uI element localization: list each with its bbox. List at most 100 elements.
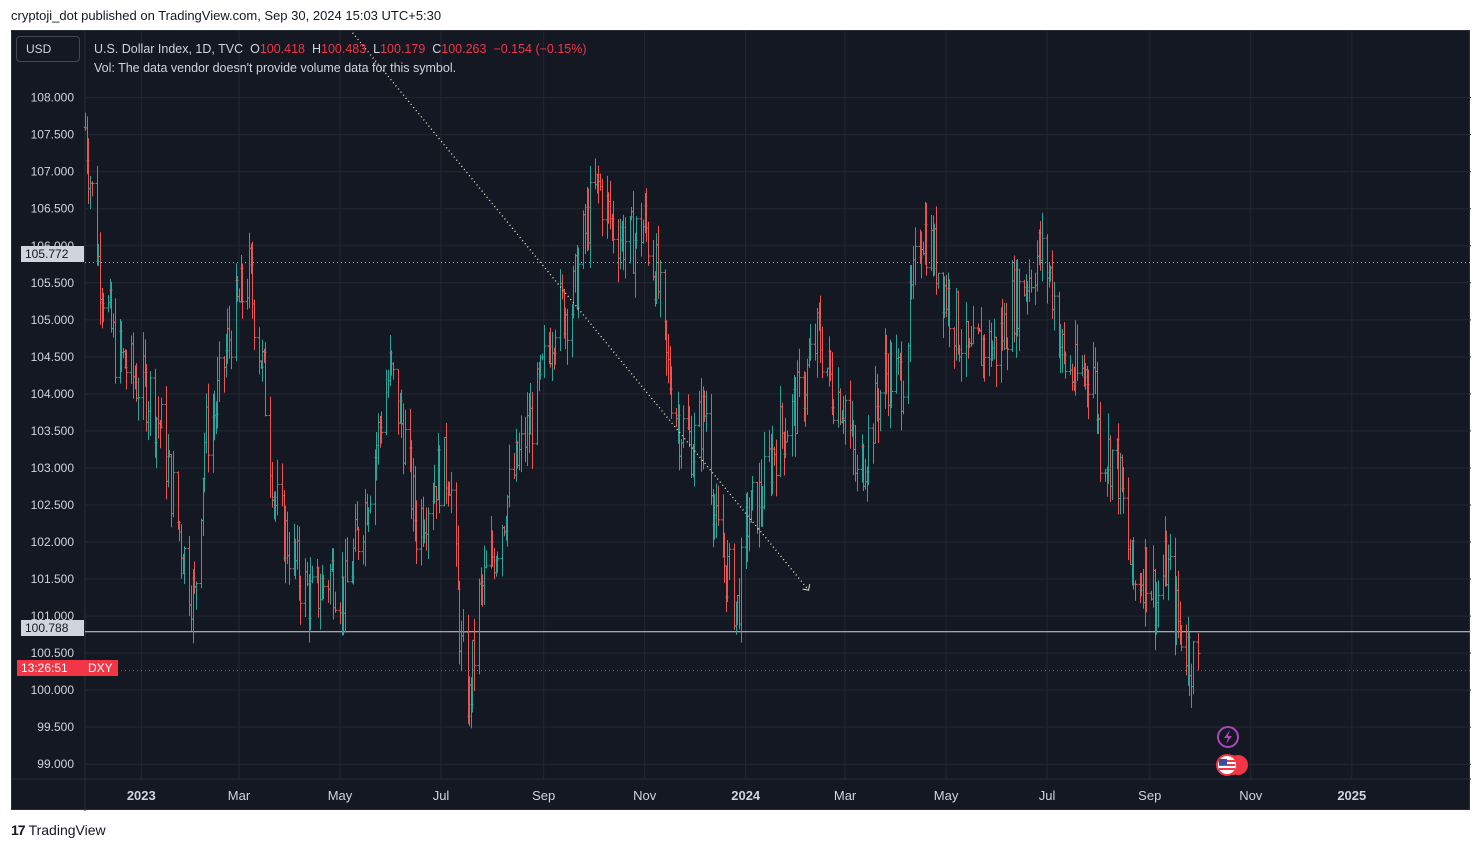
y-tick-label: 101.500 bbox=[31, 572, 75, 586]
ohlc-bar bbox=[631, 191, 636, 274]
ohlc-bar bbox=[263, 342, 268, 417]
ohlc-bar bbox=[345, 537, 350, 583]
ohlc-bar bbox=[1091, 341, 1096, 399]
ohlc-bar bbox=[795, 360, 800, 435]
ohlc-bar bbox=[750, 475, 755, 511]
ohlc-bar bbox=[616, 219, 621, 283]
ohlc-bar bbox=[1080, 355, 1085, 377]
trend-line[interactable] bbox=[345, 31, 811, 591]
ohlc-bar bbox=[1196, 633, 1201, 671]
ohlc-bar bbox=[424, 507, 429, 551]
ohlc-bar bbox=[88, 175, 93, 209]
ohlc-bar bbox=[298, 575, 303, 625]
lower-line-price-tag[interactable]: 100.788 bbox=[21, 620, 84, 636]
ohlc-bar bbox=[1126, 477, 1131, 561]
ohlc-bar bbox=[164, 386, 169, 500]
tradingview-logo-icon: 17 bbox=[11, 822, 26, 838]
trend-line-drawing[interactable] bbox=[345, 31, 810, 591]
ohlc-bar bbox=[716, 485, 721, 526]
ohlc-bar bbox=[714, 483, 719, 539]
ohlc-bar bbox=[363, 489, 368, 567]
ohlc-bar bbox=[414, 500, 419, 565]
time-axis[interactable]: 2023 Mar May Jul Sep Nov 2024 Mar May Jul Sep Nov 20… bbox=[127, 788, 1366, 803]
ohlc-bar bbox=[785, 430, 790, 443]
currency-selector-button[interactable]: USD bbox=[16, 36, 80, 62]
ohlc-bar bbox=[131, 332, 136, 399]
us-flag-icon[interactable] bbox=[1216, 754, 1248, 776]
ohlc-bar bbox=[187, 536, 192, 616]
ohlc-bar bbox=[1144, 547, 1149, 613]
y-tick-label: 105.000 bbox=[31, 313, 75, 327]
event-markers[interactable] bbox=[1216, 726, 1248, 776]
ohlc-bar bbox=[333, 591, 338, 613]
symbol-legend[interactable]: U.S. Dollar Index, 1D, TVC O100.418 H100… bbox=[94, 40, 587, 78]
y-tick-label: 104.000 bbox=[31, 387, 75, 401]
ohlc-bar bbox=[679, 439, 684, 469]
ohlc-bar bbox=[156, 396, 161, 439]
ohlc-bar bbox=[639, 202, 644, 257]
ohlc-bar bbox=[727, 543, 732, 581]
ohlc-bar bbox=[987, 319, 992, 377]
ohlc-bar bbox=[762, 431, 767, 510]
y-tick-label: 108.000 bbox=[31, 91, 75, 105]
ohlc-bar bbox=[106, 295, 111, 313]
ohlc-bar bbox=[947, 279, 952, 348]
ohlc-bar bbox=[326, 580, 331, 603]
legend-high: 100.483 bbox=[321, 42, 367, 56]
brand-name: TradingView bbox=[28, 822, 106, 838]
ohlc-bar bbox=[1161, 554, 1166, 600]
x-tick-label: Sep bbox=[532, 788, 555, 803]
ohlc-bar bbox=[148, 371, 153, 437]
ohlc-bar bbox=[275, 459, 280, 516]
ohlc-bar bbox=[530, 391, 535, 470]
ohlc-bar bbox=[268, 396, 273, 498]
ohlc-bar bbox=[576, 247, 581, 319]
ohlc-bar bbox=[1176, 570, 1181, 639]
upper-line-price-tag[interactable]: 105.772 bbox=[21, 246, 84, 262]
ohlc-bar bbox=[194, 581, 199, 610]
legend-symbol[interactable]: U.S. Dollar Index, 1D, TVC bbox=[94, 42, 244, 56]
volume-note: Vol: The data vendor doesn't provide vol… bbox=[94, 61, 457, 75]
chart-pane[interactable]: 99.000 99.500 100.000 100.500 101.000 101.500… bbox=[11, 30, 1471, 811]
tradingview-branding[interactable]: 17 TradingView bbox=[11, 822, 106, 838]
ohlc-bar bbox=[565, 308, 570, 365]
ohlc-bar bbox=[583, 204, 588, 255]
ohlc-bar bbox=[739, 537, 744, 643]
ohlc-bar bbox=[1068, 355, 1073, 376]
y-tick-label: 102.500 bbox=[31, 498, 75, 512]
price-chart-svg[interactable]: 99.000 99.500 100.000 100.500 101.000 101.500… bbox=[12, 31, 1471, 811]
ohlc-bar bbox=[495, 551, 500, 573]
x-tick-label: Nov bbox=[633, 788, 657, 803]
legend-close-label: C bbox=[432, 42, 442, 56]
y-tick-label: 100.000 bbox=[31, 683, 75, 697]
ohlc-bar bbox=[295, 525, 300, 570]
price-axis[interactable]: 99.000 99.500 100.000 100.500 101.000 101.500… bbox=[31, 91, 75, 772]
ohlc-bars bbox=[83, 112, 1201, 729]
ohlc-bar bbox=[1035, 240, 1040, 292]
lightning-icon[interactable] bbox=[1217, 726, 1239, 748]
ohlc-bar bbox=[623, 217, 628, 279]
x-tick-label: 2023 bbox=[127, 788, 156, 803]
ohlc-bar bbox=[146, 401, 151, 441]
ohlc-bar bbox=[982, 334, 987, 382]
ohlc-bar bbox=[1108, 435, 1113, 502]
ohlc-bar bbox=[1060, 329, 1065, 373]
ohlc-bar bbox=[217, 341, 222, 403]
y-tick-label: 104.500 bbox=[31, 350, 75, 364]
ohlc-bar bbox=[600, 178, 605, 237]
ohlc-bar bbox=[790, 394, 795, 457]
ohlc-bar bbox=[459, 620, 464, 672]
legend-open: 100.418 bbox=[259, 42, 306, 56]
ohlc-bar bbox=[924, 202, 929, 276]
ohlc-bar bbox=[863, 458, 868, 490]
ohlc-bar bbox=[573, 253, 578, 293]
ohlc-bar bbox=[310, 565, 315, 584]
ohlc-bar bbox=[658, 260, 663, 318]
ohlc-bar bbox=[461, 609, 466, 642]
ohlc-bar bbox=[519, 415, 524, 473]
x-tick-label: Nov bbox=[1239, 788, 1263, 803]
ohlc-bar bbox=[634, 216, 639, 249]
ohlc-bar bbox=[1133, 580, 1138, 601]
y-tick-label: 106.500 bbox=[31, 202, 75, 216]
y-tick-label: 107.500 bbox=[31, 128, 75, 142]
